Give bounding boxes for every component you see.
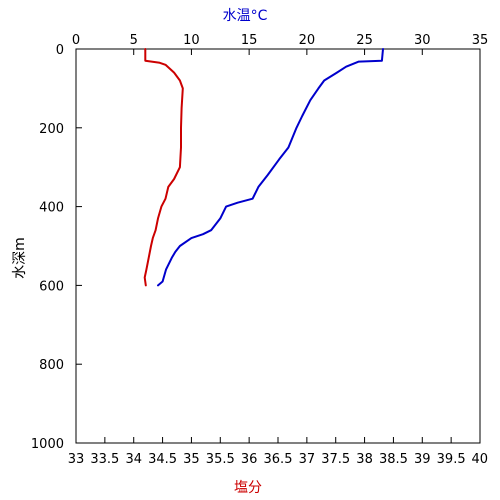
top-axis-tick-label: 35 bbox=[472, 33, 489, 48]
y-axis-tick-label: 400 bbox=[39, 201, 64, 216]
plot-frame bbox=[75, 48, 481, 444]
bottom-axis-tick-label: 37.5 bbox=[321, 452, 350, 467]
top-axis-tick-label: 15 bbox=[241, 33, 258, 48]
bottom-axis-tick-label: 36.5 bbox=[264, 452, 293, 467]
bottom-axis-tick-label: 34.5 bbox=[148, 452, 177, 467]
left-axis: 0 200 400 600 800 1000 bbox=[31, 43, 82, 452]
bottom-axis-tick-label: 34 bbox=[125, 452, 142, 467]
top-axis-tick-label: 20 bbox=[299, 33, 316, 48]
y-axis-tick-label: 200 bbox=[39, 122, 64, 137]
y-axis-tick-label: 600 bbox=[39, 279, 64, 294]
bottom-axis-tick-label: 38 bbox=[356, 452, 373, 467]
top-axis-tick-label: 25 bbox=[356, 33, 373, 48]
bottom-axis-tick-label: 36 bbox=[241, 452, 258, 467]
temperature-series-line bbox=[157, 48, 384, 287]
bottom-axis-tick-label: 38.5 bbox=[379, 452, 408, 467]
y-axis-tick-label: 800 bbox=[39, 358, 64, 373]
y-axis-tick-label: 0 bbox=[56, 43, 64, 58]
salinity-series-line bbox=[143, 48, 184, 287]
top-axis-tick-label: 0 bbox=[72, 33, 80, 48]
top-axis: 0 5 10 15 20 25 30 35 bbox=[72, 33, 488, 55]
top-axis-tick-label: 5 bbox=[130, 33, 138, 48]
bottom-axis-tick-label: 37 bbox=[299, 452, 316, 467]
top-axis-tick-label: 30 bbox=[414, 33, 431, 48]
bottom-axis-tick-label: 33.5 bbox=[90, 452, 119, 467]
bottom-axis-tick-label: 33 bbox=[68, 452, 85, 467]
bottom-axis-tick-label: 35 bbox=[183, 452, 200, 467]
y-axis-title: 水深m bbox=[12, 237, 28, 279]
bottom-axis-tick-label: 35.5 bbox=[206, 452, 235, 467]
bottom-axis-tick-label: 39 bbox=[414, 452, 431, 467]
bottom-axis: 33 33.5 34 34.5 35 35.5 36 36.5 37 37.5 38 38.5 39 39… bbox=[68, 437, 488, 467]
bottom-axis-title: 塩分 bbox=[234, 480, 262, 496]
bottom-axis-tick-label: 39.5 bbox=[437, 452, 466, 467]
top-axis-tick-label: 10 bbox=[183, 33, 200, 48]
series-layer bbox=[143, 48, 384, 287]
bottom-axis-tick-label: 40 bbox=[471, 452, 488, 467]
top-axis-title: 水温°C bbox=[223, 8, 268, 24]
y-axis-tick-label: 1000 bbox=[31, 437, 64, 452]
